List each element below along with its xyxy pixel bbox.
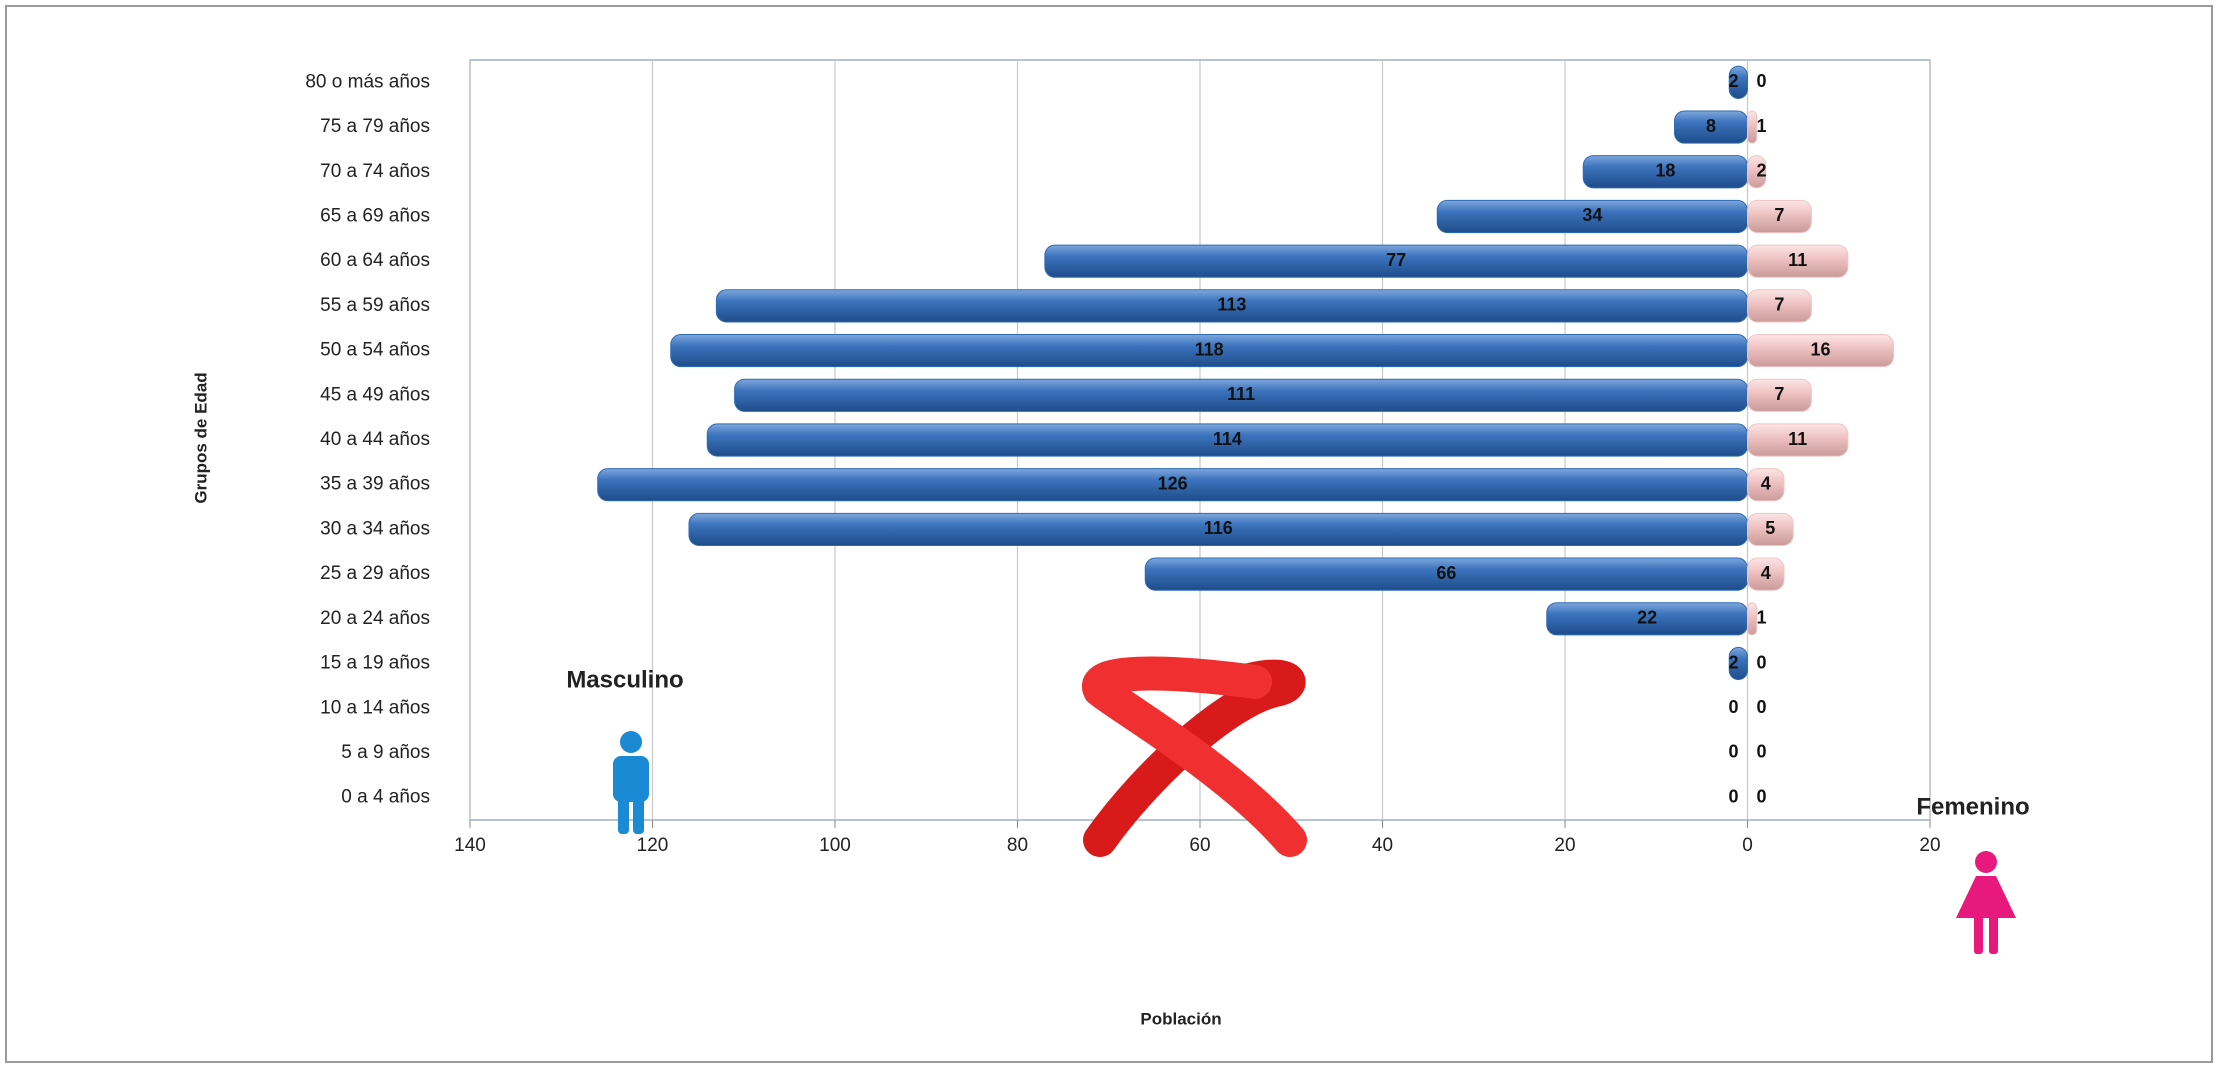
value-label: 7: [1774, 384, 1784, 404]
x-tick-label: 100: [819, 835, 851, 856]
y-tick-label: 10 a 14 años: [320, 697, 430, 718]
y-tick-label: 5 a 9 años: [341, 742, 430, 763]
value-label: 0: [1756, 652, 1766, 672]
value-label: 0: [1728, 742, 1738, 762]
value-label: 11: [1788, 250, 1807, 270]
bar: [1747, 602, 1758, 636]
y-tick-label: 55 a 59 años: [320, 295, 430, 316]
value-label: 66: [1436, 563, 1456, 583]
y-tick-label: 60 a 64 años: [320, 250, 430, 271]
value-label: 2: [1728, 71, 1738, 91]
bar: [1747, 468, 1785, 502]
y-tick-label: 15 a 19 años: [320, 653, 430, 674]
y-tick-label: 65 a 69 años: [320, 205, 430, 226]
value-label: 116: [1204, 518, 1233, 538]
value-label: 7: [1774, 295, 1784, 315]
value-label: 113: [1217, 295, 1246, 315]
value-label: 7: [1774, 205, 1784, 225]
y-tick-label: 45 a 49 años: [320, 384, 430, 405]
value-label: 118: [1195, 339, 1224, 359]
x-tick-label: 120: [637, 835, 669, 856]
y-axis-title: Grupos de Edad: [191, 372, 210, 503]
value-label: 11: [1788, 429, 1807, 449]
x-tick-label: 80: [1007, 835, 1028, 856]
value-label: 126: [1158, 473, 1188, 493]
value-label: 22: [1637, 608, 1657, 628]
value-label: 4: [1761, 563, 1771, 583]
y-tick-label: 80 o más años: [305, 71, 430, 92]
x-tick-label: 140: [454, 835, 486, 856]
y-tick-label: 25 a 29 años: [320, 563, 430, 584]
y-tick-label: 50 a 54 años: [320, 340, 430, 361]
bar: [1747, 378, 1812, 412]
x-tick-label: 40: [1372, 835, 1393, 856]
value-label: 16: [1810, 339, 1830, 359]
bar: [1747, 423, 1849, 457]
bar: [1747, 155, 1767, 189]
value-label: 1: [1756, 116, 1766, 136]
x-axis-title: Población: [1140, 1009, 1221, 1028]
bar: [1747, 110, 1758, 144]
bar: [1728, 646, 1748, 681]
value-label: 2: [1728, 652, 1738, 672]
y-tick-label: 40 a 44 años: [320, 429, 430, 450]
ribbon-icon: [1082, 656, 1307, 857]
value-label: 8: [1706, 116, 1716, 136]
value-label: 1: [1756, 608, 1766, 628]
y-tick-label: 0 a 4 años: [341, 787, 430, 808]
x-tick-label: 20: [1554, 835, 1575, 856]
y-tick-label: 20 a 24 años: [320, 608, 430, 629]
x-tick-label: 20: [1919, 835, 1940, 856]
bar: [1728, 65, 1748, 99]
value-label: 111: [1227, 384, 1255, 404]
bar: [1747, 244, 1849, 278]
value-label: 18: [1655, 161, 1675, 181]
value-label: 0: [1756, 697, 1766, 717]
y-tick-label: 35 a 39 años: [320, 474, 430, 495]
y-tick-label: 75 a 79 años: [320, 116, 430, 137]
x-tick-label: 0: [1742, 835, 1753, 856]
female-icon: [1956, 851, 2016, 954]
male-icon: [613, 731, 649, 834]
value-label: 0: [1756, 786, 1766, 806]
y-tick-label: 30 a 34 años: [320, 518, 430, 539]
y-tick-label: 70 a 74 años: [320, 161, 430, 182]
value-label: 2: [1756, 161, 1766, 181]
value-label: 4: [1761, 473, 1771, 493]
value-label: 0: [1756, 71, 1766, 91]
bar: [1747, 512, 1794, 547]
value-label: 114: [1213, 429, 1242, 449]
x-tick-label: 60: [1189, 835, 1210, 856]
bar: [1747, 199, 1812, 234]
bar: [1747, 333, 1894, 368]
bar: [1747, 289, 1812, 323]
bar: [1747, 557, 1785, 591]
value-label: 77: [1386, 250, 1406, 270]
value-label: 0: [1728, 786, 1738, 806]
value-label: 5: [1765, 518, 1775, 538]
value-label: 0: [1728, 697, 1738, 717]
legend-label: Masculino: [566, 666, 683, 693]
value-label: 34: [1582, 205, 1602, 225]
value-label: 0: [1756, 742, 1766, 762]
legend-label: Femenino: [1916, 793, 2029, 820]
